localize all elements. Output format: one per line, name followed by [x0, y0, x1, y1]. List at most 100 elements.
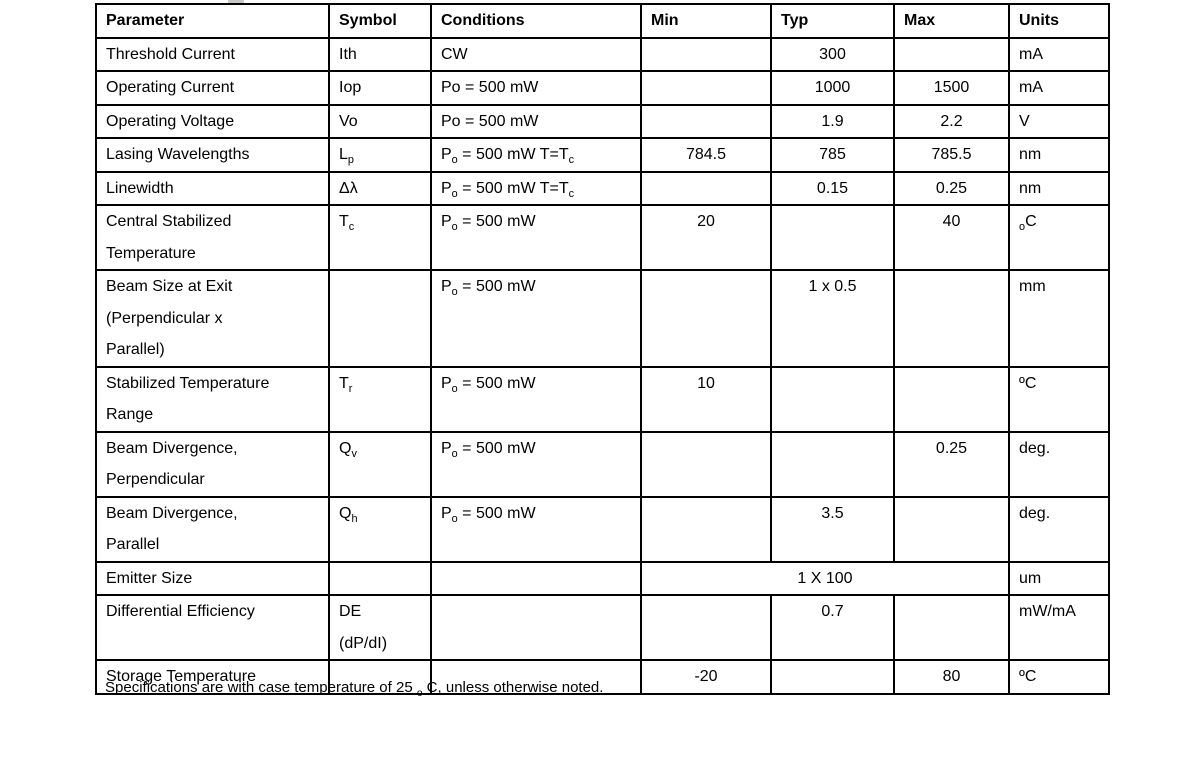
cell-parameter: Differential Efficiency: [95, 594, 330, 661]
cell-typ: 0.7: [770, 594, 895, 661]
cell-max: [893, 269, 1010, 368]
cell-conditions: Po = 500 mW T=Tc: [430, 170, 642, 206]
cell-typ: [770, 204, 895, 271]
cell-units: V: [1008, 103, 1110, 139]
col-header-parameter: Parameter: [95, 3, 330, 39]
table-row-beam-size-at-exit: Beam Size at Exit (Perpendicular x Paral…: [95, 269, 1110, 368]
cell-units: deg.: [1008, 430, 1110, 498]
cell-units: mA: [1008, 36, 1110, 72]
cell-conditions: Po = 500 mW: [430, 365, 642, 433]
cell-parameter: Storage Temperature: [95, 659, 330, 695]
cell-conditions: Po = 500 mW: [430, 70, 642, 106]
cell-conditions: [430, 594, 642, 661]
cell-min: 784.5: [640, 137, 772, 173]
cell-min: [640, 70, 772, 106]
table-header-row: Parameter Symbol Conditions Min Typ Max …: [95, 3, 1110, 39]
cell-typ: 3.5: [770, 495, 895, 563]
cell-units: um: [1008, 560, 1110, 596]
table-row-operating-voltage: Operating Voltage Vo Po = 500 mW 1.9 2.2…: [95, 103, 1110, 139]
cell-units: ºC: [1008, 659, 1110, 695]
cell-units: nm: [1008, 170, 1110, 206]
cell-conditions: [430, 659, 642, 695]
table-row-stabilized-temperature-range: Stabilized Temperature Range Tr Po = 500…: [95, 365, 1110, 433]
cell-symbol: Δλ: [328, 170, 432, 206]
cell-typ: 1 x 0.5: [770, 269, 895, 368]
table-row-emitter-size: Emitter Size 1 X 100 um: [95, 560, 1110, 596]
cell-conditions: Po = 500 mW: [430, 204, 642, 271]
cell-parameter: Beam Divergence, Perpendicular: [95, 430, 330, 498]
table-row-linewidth: Linewidth Δλ Po = 500 mW T=Tc 0.15 0.25 …: [95, 170, 1110, 206]
cell-symbol: Tc: [328, 204, 432, 271]
cell-units: ºC: [1008, 365, 1110, 433]
cell-parameter: Threshold Current: [95, 36, 330, 72]
col-header-typ: Typ: [770, 3, 895, 39]
cell-parameter: Beam Size at Exit (Perpendicular x Paral…: [95, 269, 330, 368]
cell-min: [640, 103, 772, 139]
footnote: Specifications are with case temperature…: [105, 679, 604, 699]
cell-units: deg.: [1008, 495, 1110, 563]
cell-min: [640, 170, 772, 206]
cell-typ: [770, 659, 895, 695]
cell-max: [893, 495, 1010, 563]
cell-conditions: Po = 500 mW T=Tc: [430, 137, 642, 173]
cell-units: oC: [1008, 204, 1110, 271]
cell-typ: 1000: [770, 70, 895, 106]
cell-parameter: Lasing Wavelengths: [95, 137, 330, 173]
cell-max: 1500: [893, 70, 1010, 106]
cell-parameter: Central Stabilized Temperature: [95, 204, 330, 271]
cell-min: 10: [640, 365, 772, 433]
cell-symbol: Vo: [328, 103, 432, 139]
col-header-units: Units: [1008, 3, 1110, 39]
table-row-lasing-wavelengths: Lasing Wavelengths Lp Po = 500 mW T=Tc 7…: [95, 137, 1110, 173]
cell-typ: [770, 365, 895, 433]
cell-symbol: Qv: [328, 430, 432, 498]
table-row-threshold-current: Threshold Current Ith CW 300 mA: [95, 36, 1110, 72]
cell-units: mm: [1008, 269, 1110, 368]
cell-symbol: [328, 659, 432, 695]
col-header-symbol: Symbol: [328, 3, 432, 39]
table-row-differential-efficiency: Differential Efficiency DE (dP/dI) 0.7 m…: [95, 594, 1110, 661]
cell-symbol: Qh: [328, 495, 432, 563]
col-header-conditions: Conditions: [430, 3, 642, 39]
table-row-operating-current: Operating Current Iop Po = 500 mW 1000 1…: [95, 70, 1110, 106]
cell-units: mW/mA: [1008, 594, 1110, 661]
cell-conditions: [430, 560, 642, 596]
table-row-central-stabilized-temperature: Central Stabilized Temperature Tc Po = 5…: [95, 204, 1110, 271]
cell-typ: 1.9: [770, 103, 895, 139]
cell-max: 40: [893, 204, 1010, 271]
cell-max: 0.25: [893, 430, 1010, 498]
cell-max: 0.25: [893, 170, 1010, 206]
cell-min: 20: [640, 204, 772, 271]
cell-conditions: Po = 500 mW: [430, 103, 642, 139]
cell-parameter: Linewidth: [95, 170, 330, 206]
cell-min: [640, 430, 772, 498]
scan-artifact: [228, 0, 244, 3]
cell-symbol: Ith: [328, 36, 432, 72]
cell-units: nm: [1008, 137, 1110, 173]
cell-conditions: Po = 500 mW: [430, 430, 642, 498]
col-header-min: Min: [640, 3, 772, 39]
cell-parameter: Beam Divergence, Parallel: [95, 495, 330, 563]
cell-symbol: Tr: [328, 365, 432, 433]
cell-conditions: Po = 500 mW: [430, 269, 642, 368]
cell-parameter: Stabilized Temperature Range: [95, 365, 330, 433]
cell-typ: 300: [770, 36, 895, 72]
spec-table: Parameter Symbol Conditions Min Typ Max …: [95, 3, 1110, 695]
table-row-storage-temperature: Storage Temperature -20 80 ºC: [95, 659, 1110, 695]
cell-symbol: DE (dP/dI): [328, 594, 432, 661]
cell-max: [893, 365, 1010, 433]
cell-typ: [770, 430, 895, 498]
cell-typ: 785: [770, 137, 895, 173]
cell-min: -20: [640, 659, 772, 695]
cell-parameter: Emitter Size: [95, 560, 330, 596]
table-row-beam-divergence-perpendicular: Beam Divergence, Perpendicular Qv Po = 5…: [95, 430, 1110, 498]
cell-min: [640, 594, 772, 661]
cell-parameter: Operating Voltage: [95, 103, 330, 139]
cell-max: [893, 36, 1010, 72]
cell-max: 785.5: [893, 137, 1010, 173]
cell-symbol: [328, 269, 432, 368]
cell-typ: 0.15: [770, 170, 895, 206]
col-header-max: Max: [893, 3, 1010, 39]
cell-conditions: Po = 500 mW: [430, 495, 642, 563]
